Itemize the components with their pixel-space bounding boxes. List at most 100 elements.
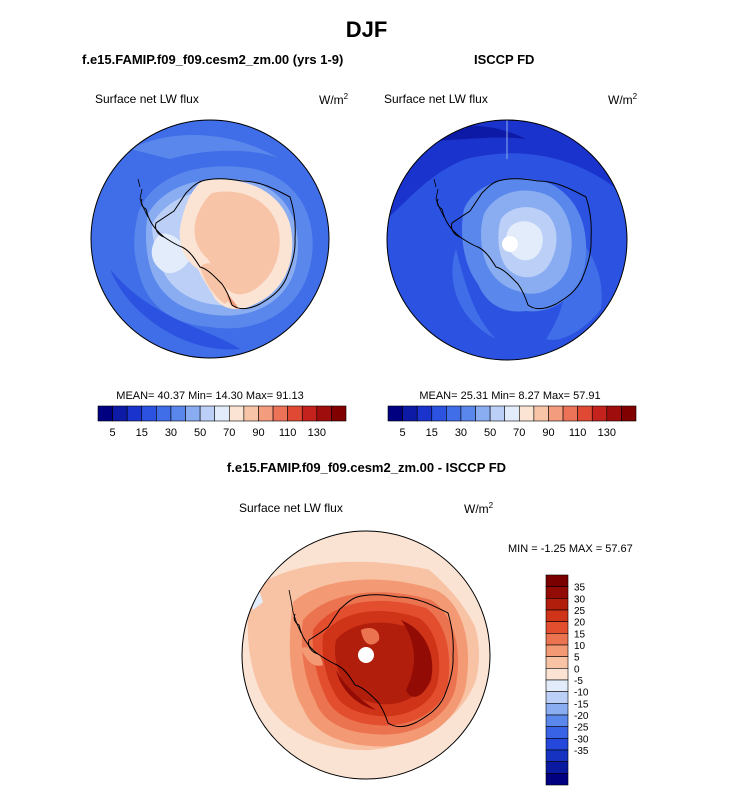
panel-obs-units-base: W/m	[608, 93, 633, 107]
panel-diff-colorbar-tick-label: -10	[574, 688, 589, 699]
panel-model-colorbar-tick-label: 5	[110, 427, 116, 439]
panel-diff-colorbar-box	[545, 586, 569, 599]
panel-diff-colorbar-tick-label: -5	[574, 676, 583, 687]
panel-model-variable: Surface net LW flux	[95, 92, 199, 106]
panel-obs-colorbar: 5 15 30 50 70 90 110 130	[387, 405, 637, 439]
panel-obs-colorbar-tick-label: 50	[484, 427, 496, 439]
panel-obs-colorbar-box	[621, 405, 637, 422]
panel-diff-colorbar-tick-label: -25	[574, 723, 589, 734]
panel-obs-units: W/m2	[608, 92, 637, 107]
panel-model-units: W/m2	[319, 92, 348, 107]
figure-title: DJF	[345, 17, 388, 42]
panel-model-polar-map	[90, 119, 330, 359]
panel-model-colorbar-box	[141, 405, 157, 422]
panel-obs-subtitle: ISCCP FD	[474, 52, 535, 67]
panel-model-colorbar-tick-label: 70	[223, 427, 235, 439]
panel-diff-units-exp: 2	[488, 501, 494, 510]
panel-diff-colorbar-box	[545, 679, 569, 692]
panel-obs-colorbar-tick-label: 70	[513, 427, 525, 439]
panel-obs-colorbar-box	[446, 405, 462, 422]
panel-model-colorbar-box	[199, 405, 216, 422]
panel-obs-colorbar-box	[577, 405, 593, 422]
panel-model-colorbar-box	[272, 405, 288, 422]
panel-obs-units-exp: 2	[632, 92, 638, 101]
panel-model-colorbar-box	[126, 405, 143, 422]
panel-obs-colorbar-box	[548, 405, 564, 422]
panel-diff-colorbar-box	[545, 691, 569, 704]
panel-obs-stats: MEAN= 25.31 Min= 8.27 Max= 57.91	[419, 390, 601, 402]
panel-diff-colorbar-box	[545, 726, 569, 739]
panel-obs-colorbar-box	[387, 405, 403, 422]
panel-diff-colorbar-tick-label: 25	[574, 606, 586, 617]
panel-model-colorbar-box	[214, 405, 230, 422]
panel-model-colorbar-box	[287, 405, 303, 422]
panel-diff-colorbar-tick-label: 15	[574, 629, 586, 640]
panel-model-colorbar-box	[185, 405, 201, 422]
panel-model-colorbar-box	[112, 405, 128, 422]
panel-model-colorbar-box	[258, 405, 274, 422]
panel-obs-colorbar-tick-label: 110	[569, 427, 587, 439]
panel-diff-colorbar-tick-label: -35	[574, 746, 589, 757]
panel-obs-colorbar-box	[416, 405, 433, 422]
panel-obs-colorbar-box	[504, 405, 520, 422]
panel-model-stats: MEAN= 40.37 Min= 14.30 Max= 91.13	[116, 390, 304, 402]
panel-obs-colorbar-box	[606, 405, 622, 422]
panel-model-subtitle: f.e15.FAMIP.f09_f09.cesm2_zm.00 (yrs 1-9…	[82, 52, 344, 67]
panel-obs-pole-hole	[502, 236, 518, 252]
panel-model-colorbar-box	[228, 405, 245, 422]
panel-diff-colorbar-box	[545, 703, 569, 716]
panel-obs-colorbar-tick-label: 30	[455, 427, 467, 439]
panel-diff-colorbar-tick-label: 20	[574, 618, 586, 629]
panel-diff-polar-map	[241, 530, 491, 780]
panel-diff-colorbar-box	[545, 668, 569, 681]
panel-obs-colorbar-box	[460, 405, 476, 422]
panel-diff-colorbar-tick-label: -15	[574, 699, 589, 710]
panel-model-units-exp: 2	[343, 92, 349, 101]
panel-obs-polar-map	[386, 119, 628, 361]
panel-diff-colorbar-box	[545, 621, 569, 634]
panel-model-colorbar-tick-label: 30	[165, 427, 177, 439]
panel-diff-colorbar-box	[545, 609, 569, 622]
panel-obs-colorbar-box	[402, 405, 418, 422]
panel-obs-colorbar-box	[591, 405, 608, 422]
panel-model-colorbar-tick-label: 130	[308, 427, 326, 439]
panel-obs-colorbar-box	[518, 405, 535, 422]
panel-diff-colorbar-tick-label: 10	[574, 641, 586, 652]
panel-model-colorbar-box	[243, 405, 259, 422]
panel-diff-colorbar-box	[545, 738, 569, 751]
panel-diff-subtitle: f.e15.FAMIP.f09_f09.cesm2_zm.00 - ISCCP …	[226, 460, 507, 475]
panel-diff-colorbar-box	[545, 598, 569, 611]
panel-model-colorbar-box	[156, 405, 172, 422]
panel-diff-colorbar-tick-label: -20	[574, 711, 589, 722]
panel-diff-units-base: W/m	[464, 502, 489, 516]
panel-model-colorbar-box	[170, 405, 186, 422]
panel-model-colorbar-tick-label: 90	[252, 427, 264, 439]
panel-diff-stats: MIN = -1.25 MAX = 57.67	[508, 543, 633, 555]
panel-diff-colorbar-tick-label: -30	[574, 734, 589, 745]
panel-obs-colorbar-box	[562, 405, 578, 422]
panel-diff-colorbar-tick-label: 0	[574, 664, 580, 675]
panel-model-colorbar: 5 15 30 50 70 90 110 130	[97, 405, 347, 439]
panel-diff-colorbar-box	[545, 773, 569, 786]
panel-diff-colorbar-box	[545, 633, 569, 646]
panel-model-colorbar-box	[97, 405, 113, 422]
panel-model-colorbar-box	[331, 405, 347, 422]
panel-obs-colorbar-tick-label: 130	[598, 427, 616, 439]
panel-diff-colorbar-tick-label: 35	[574, 583, 586, 594]
panel-model-colorbar-tick-label: 110	[279, 427, 297, 439]
panel-obs-variable: Surface net LW flux	[384, 92, 488, 106]
panel-diff-units: W/m2	[464, 501, 493, 516]
panel-diff-pole-hole	[358, 647, 374, 663]
panel-obs-colorbar-tick-label: 90	[542, 427, 554, 439]
panel-model-colorbar-box	[301, 405, 318, 422]
panel-diff-variable: Surface net LW flux	[239, 501, 343, 515]
panel-model-colorbar-tick-label: 15	[136, 427, 148, 439]
panel-obs-colorbar-box	[489, 405, 506, 422]
panel-obs-colorbar-tick-label: 15	[426, 427, 438, 439]
panel-diff-colorbar-box	[545, 714, 569, 727]
panel-diff-colorbar-tick-label: 30	[574, 594, 586, 605]
panel-model-colorbar-tick-label: 50	[194, 427, 206, 439]
panel-model-colorbar-box	[316, 405, 332, 422]
panel-diff-colorbar-box	[545, 644, 569, 657]
